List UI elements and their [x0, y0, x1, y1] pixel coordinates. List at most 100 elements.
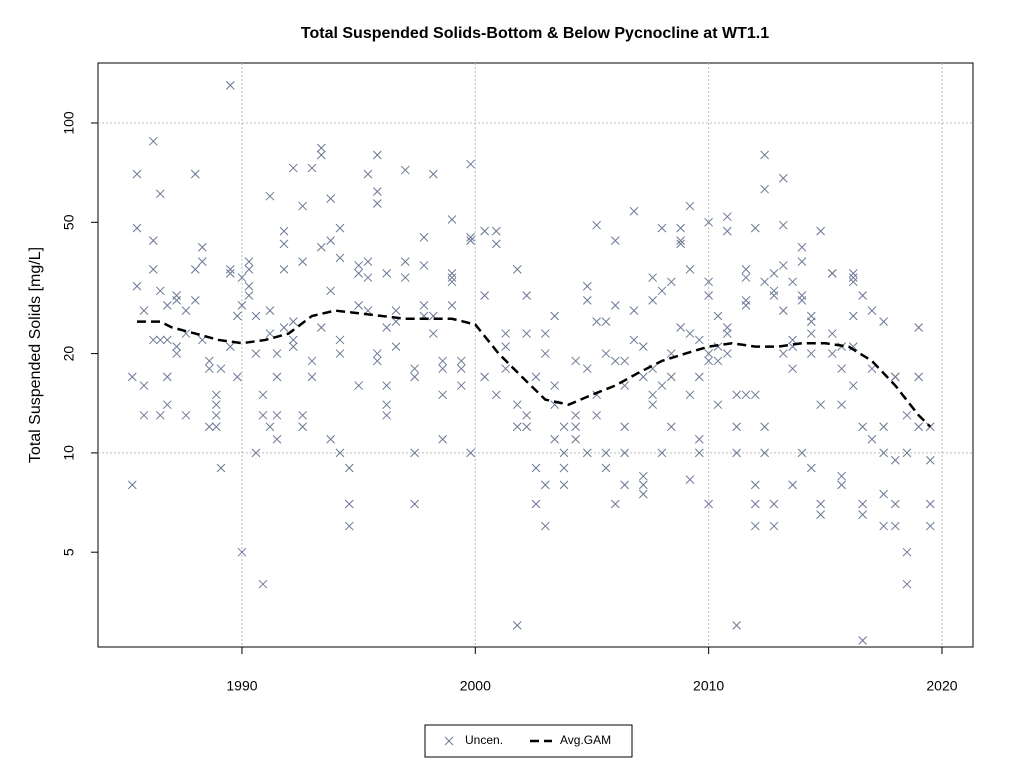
point [902, 547, 912, 557]
point-stroke [491, 226, 501, 236]
point [127, 372, 137, 382]
point [172, 342, 181, 351]
point-stroke [713, 356, 723, 366]
point [148, 236, 158, 245]
point [172, 295, 181, 305]
point [610, 301, 620, 310]
point [258, 410, 268, 420]
point [778, 349, 788, 358]
point-stroke [155, 335, 165, 345]
point [788, 480, 797, 490]
point-stroke [890, 372, 900, 382]
point [685, 390, 695, 400]
point-stroke [610, 236, 620, 245]
point [372, 356, 382, 366]
point [447, 273, 457, 282]
point [162, 301, 172, 310]
point-stroke [666, 372, 676, 382]
point [550, 434, 559, 444]
point [438, 434, 447, 444]
point-stroke [410, 364, 419, 374]
point [769, 291, 779, 300]
point-stroke [531, 463, 541, 473]
point-stroke [148, 335, 158, 345]
point [797, 295, 807, 305]
point-stroke [522, 291, 531, 300]
point-stroke [155, 189, 165, 199]
point [778, 306, 788, 315]
point-stroke [816, 226, 825, 236]
point-stroke [559, 463, 569, 473]
point [788, 277, 797, 287]
point-stroke [858, 422, 867, 432]
point [155, 189, 165, 199]
point [648, 295, 657, 305]
point [925, 455, 935, 465]
point [190, 265, 200, 274]
point-stroke [172, 349, 181, 358]
point [251, 349, 261, 358]
point [806, 349, 816, 358]
point [204, 356, 214, 366]
point-stroke [216, 364, 226, 374]
point-stroke [438, 356, 447, 366]
point-stroke [162, 400, 172, 410]
point [335, 223, 345, 233]
point-stroke [354, 261, 363, 270]
point-stroke [444, 736, 454, 746]
point [132, 223, 142, 233]
point [326, 236, 335, 245]
point [382, 381, 391, 390]
point-stroke [491, 239, 501, 249]
point [522, 410, 531, 420]
point [638, 471, 648, 481]
point-stroke [172, 295, 181, 305]
point [265, 422, 275, 432]
point-stroke [629, 335, 639, 345]
point-stroke [610, 499, 620, 509]
point-stroke [298, 257, 307, 266]
point [902, 410, 912, 420]
point-stroke [694, 448, 704, 458]
point-stroke [522, 329, 531, 338]
point [512, 265, 522, 274]
point-stroke [190, 265, 200, 274]
point [806, 329, 816, 338]
point-stroke [788, 335, 797, 345]
point-stroke [181, 410, 191, 420]
point-stroke [858, 510, 867, 519]
point-stroke [797, 448, 807, 458]
point-stroke [512, 400, 522, 410]
point-stroke [704, 356, 713, 366]
point [480, 372, 489, 382]
point-stroke [571, 422, 580, 432]
point [713, 400, 723, 410]
point [601, 317, 611, 326]
point [750, 223, 760, 233]
point [788, 364, 797, 374]
point-stroke [540, 480, 550, 490]
point [456, 364, 466, 374]
point [298, 410, 307, 420]
point-stroke [190, 169, 200, 179]
point [512, 400, 522, 410]
point-stroke [848, 277, 858, 287]
point [326, 286, 335, 296]
point-stroke [211, 400, 221, 410]
point-stroke [335, 253, 345, 263]
point-stroke [879, 521, 888, 531]
point-stroke [694, 372, 704, 382]
point [335, 253, 345, 263]
point [713, 311, 723, 321]
point [298, 257, 307, 266]
point [279, 265, 289, 274]
point [372, 199, 382, 208]
point-stroke [372, 187, 382, 196]
point-stroke [902, 547, 912, 557]
point [466, 233, 475, 242]
point [890, 521, 900, 531]
point [816, 499, 825, 509]
point [139, 381, 149, 390]
point [837, 471, 846, 481]
point-stroke [181, 306, 191, 315]
